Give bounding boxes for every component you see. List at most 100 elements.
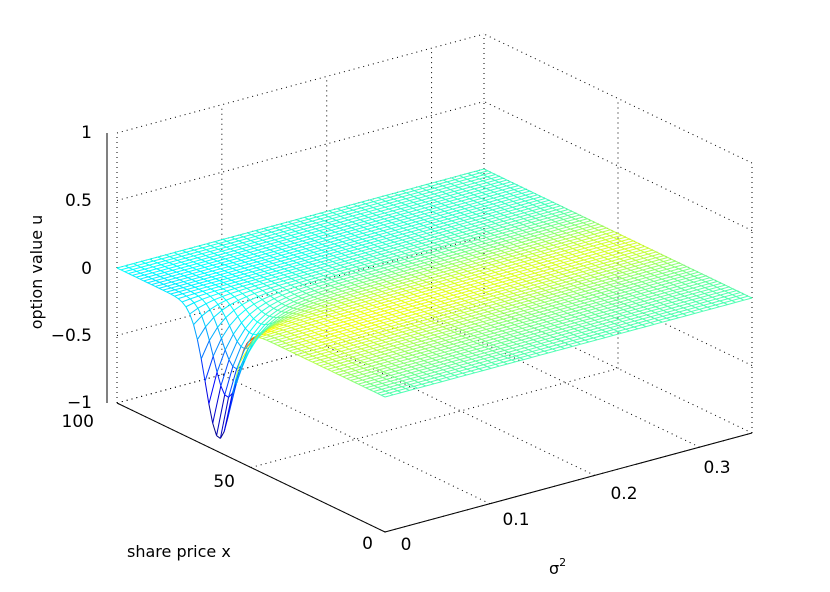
mesh-segment — [289, 299, 294, 303]
mesh-segment — [622, 275, 631, 279]
mesh-segment — [356, 356, 365, 360]
mesh-segment — [582, 323, 591, 328]
mesh-segment — [409, 332, 419, 337]
mesh-segment — [407, 319, 416, 323]
mesh-segment — [285, 297, 291, 301]
mesh-segment — [538, 321, 547, 325]
mesh-segment — [654, 315, 663, 319]
mesh-segment — [561, 326, 571, 330]
mesh-segment — [693, 273, 703, 277]
mesh-segment — [325, 347, 334, 351]
mesh-segment — [242, 285, 248, 289]
mesh-segment — [347, 321, 356, 325]
mesh-segment — [540, 248, 550, 252]
mesh-segment — [570, 275, 579, 279]
mesh-segment — [349, 346, 358, 350]
mesh-segment — [632, 249, 641, 254]
mesh-segment — [570, 324, 579, 328]
mesh-segment — [249, 299, 255, 305]
mesh-segment — [548, 295, 558, 299]
mesh-segment — [704, 284, 714, 289]
mesh-segment — [357, 344, 366, 348]
mesh-segment — [528, 249, 538, 253]
mesh-segment — [526, 278, 535, 282]
mesh-segment — [423, 309, 433, 313]
mesh-segment — [409, 387, 418, 391]
mesh-segment — [615, 260, 624, 264]
mesh-segment — [396, 350, 405, 355]
mesh-segment — [654, 321, 663, 325]
mesh-segment — [678, 309, 688, 313]
mesh-segment — [291, 319, 301, 323]
mesh-segment — [323, 315, 333, 320]
mesh-segment — [459, 313, 468, 317]
mesh-segment — [630, 322, 639, 326]
mesh-segment — [621, 287, 630, 291]
mesh-segment — [617, 328, 626, 332]
mesh-segment — [489, 334, 498, 338]
mesh-segment — [577, 278, 587, 283]
mesh-segment — [520, 294, 530, 298]
mesh-segment — [596, 299, 605, 304]
mesh-segment — [376, 304, 385, 308]
mesh-segment — [541, 285, 550, 290]
mesh-segment — [723, 300, 732, 304]
mesh-segment — [212, 423, 218, 436]
mesh-segment — [720, 286, 730, 290]
mesh-segment — [220, 385, 226, 396]
mesh-segment — [408, 301, 418, 305]
mesh-segment — [342, 374, 352, 378]
mesh-segment — [369, 294, 378, 299]
mesh-segment — [246, 287, 251, 292]
mesh-segment — [607, 305, 616, 309]
mesh-segment — [596, 251, 605, 255]
mesh-segment — [397, 382, 407, 386]
mesh-segment — [328, 354, 337, 359]
mesh-segment — [533, 282, 543, 286]
mesh-segment — [422, 320, 432, 324]
mesh-segment — [454, 280, 463, 284]
mesh-segment — [600, 295, 609, 300]
mesh-segment — [408, 350, 417, 354]
mesh-segment — [397, 296, 406, 300]
mesh-segment — [716, 290, 725, 294]
mesh-segment — [437, 339, 446, 344]
mesh-segment — [321, 339, 331, 343]
mesh-segment — [236, 341, 242, 347]
mesh-segment — [524, 302, 533, 306]
mesh-segment — [515, 316, 524, 320]
mesh-segment — [428, 299, 438, 303]
mesh-segment — [674, 270, 683, 274]
mesh-segment — [517, 329, 527, 333]
mesh-segment — [517, 292, 526, 296]
mesh-segment — [563, 265, 572, 269]
mesh-segment — [473, 338, 482, 343]
mesh-segment — [487, 363, 496, 368]
mesh-segment — [269, 315, 274, 318]
mesh-segment — [532, 299, 541, 304]
mesh-segment — [400, 309, 409, 313]
mesh-segment — [450, 278, 459, 283]
mesh-segment — [443, 355, 453, 359]
mesh-segment — [326, 329, 336, 333]
mesh-segment — [410, 327, 419, 331]
mesh-segment — [642, 267, 652, 271]
mesh-segment — [595, 262, 604, 266]
mesh-segment — [687, 307, 696, 311]
mesh-segment — [399, 364, 408, 368]
mesh-segment — [575, 265, 584, 269]
mesh-segment — [389, 384, 399, 388]
mesh-segment — [652, 296, 661, 300]
mesh-segment — [583, 257, 593, 261]
mesh-segment — [363, 359, 373, 363]
mesh-segment — [647, 251, 657, 255]
mesh-segment — [511, 265, 520, 269]
mesh-segment — [465, 335, 475, 339]
mesh-segment — [302, 336, 311, 340]
mesh-segment — [416, 348, 426, 352]
mesh-segment — [434, 283, 443, 287]
mesh-segment — [579, 255, 589, 259]
mesh-segment — [472, 350, 481, 354]
mesh-segment — [655, 298, 665, 302]
mesh-segment — [562, 277, 571, 281]
